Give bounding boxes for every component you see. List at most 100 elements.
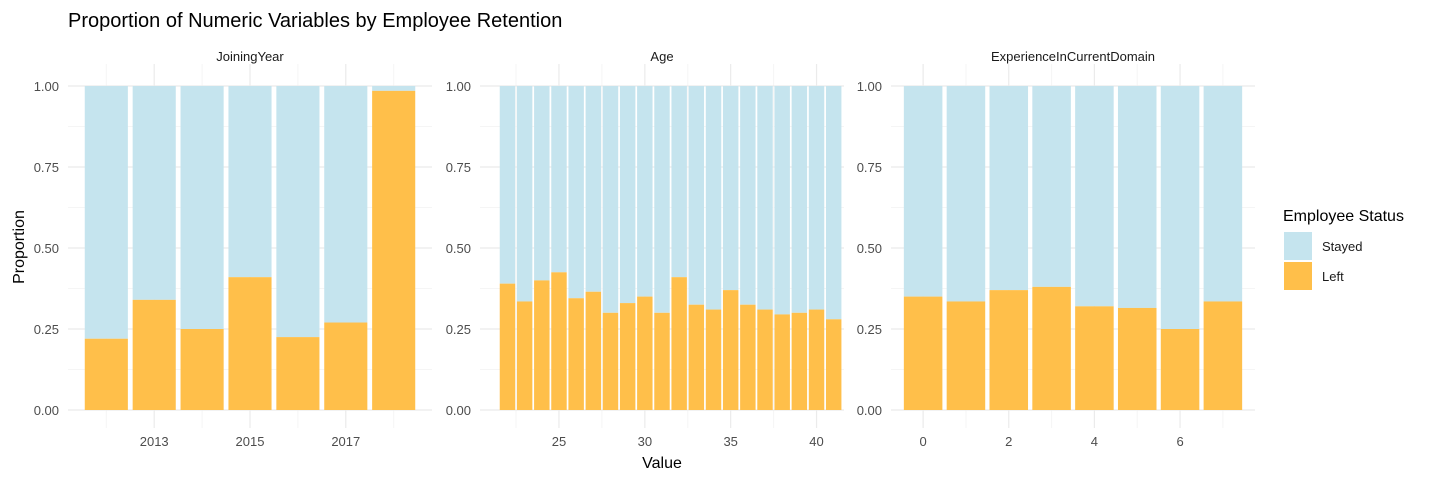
bar-stayed xyxy=(180,86,224,329)
x-tick-label: 4 xyxy=(1091,434,1098,449)
legend: Employee Status Stayed Left xyxy=(1283,208,1404,290)
bar-left xyxy=(654,312,670,410)
bar-stayed xyxy=(903,86,943,297)
facet-label: Age xyxy=(650,49,673,64)
y-tick-label: 0.25 xyxy=(34,322,59,337)
x-tick-label: 40 xyxy=(809,434,823,449)
x-tick-label: 6 xyxy=(1176,434,1183,449)
y-tick-label: 0.00 xyxy=(446,403,471,418)
legend-key-stayed xyxy=(1284,232,1312,260)
bar-stayed xyxy=(228,86,272,278)
bar-stayed xyxy=(324,86,368,323)
x-tick-label: 0 xyxy=(920,434,927,449)
x-tick-label: 2017 xyxy=(331,434,360,449)
bar-left xyxy=(132,299,176,410)
bar-left xyxy=(791,312,808,410)
legend-key-left xyxy=(1284,262,1312,290)
bar-left xyxy=(228,277,272,410)
bar-stayed xyxy=(791,86,808,313)
bar-left xyxy=(688,304,705,410)
bar-left xyxy=(276,337,320,410)
y-tick-label: 0.75 xyxy=(857,160,882,175)
x-axis-label: Value xyxy=(642,455,682,472)
bar-left xyxy=(499,283,516,410)
bar-stayed xyxy=(585,86,602,292)
bar-left xyxy=(568,298,584,410)
facet-panel-0: JoiningYear 0.00 0.25 0.50 0.75 1.00 2013 2015 2… xyxy=(34,49,432,449)
bar-stayed xyxy=(1117,86,1157,308)
bar-stayed xyxy=(671,86,687,278)
y-tick-label: 0.00 xyxy=(857,403,882,418)
bar-stayed xyxy=(688,86,705,305)
bar-stayed xyxy=(946,86,986,302)
bar-left xyxy=(84,338,128,410)
bar-left xyxy=(705,309,722,410)
x-tick-label: 2 xyxy=(1005,434,1012,449)
bar-left xyxy=(903,296,943,410)
bar-left xyxy=(989,290,1029,410)
bar-stayed xyxy=(132,86,176,300)
y-tick-label: 0.00 xyxy=(34,403,59,418)
bar-left xyxy=(534,280,550,410)
bar-left xyxy=(825,319,842,410)
bar-left xyxy=(619,303,636,410)
bar-left xyxy=(180,329,224,410)
y-tick-label: 0.25 xyxy=(857,322,882,337)
bar-left xyxy=(740,304,756,410)
bar-stayed xyxy=(516,86,533,302)
bar-stayed xyxy=(705,86,722,310)
bar-left xyxy=(324,322,368,410)
legend-title: Employee Status xyxy=(1283,208,1404,225)
y-tick-label: 1.00 xyxy=(446,79,471,94)
bar-stayed xyxy=(602,86,619,313)
x-tick-label: 2013 xyxy=(140,434,169,449)
bar-stayed xyxy=(808,86,825,310)
bar-left xyxy=(946,301,986,410)
bar-stayed xyxy=(825,86,842,320)
bar-left xyxy=(774,314,790,410)
facet-label: JoiningYear xyxy=(216,49,284,64)
bar-left xyxy=(585,291,602,410)
bar-stayed xyxy=(1075,86,1114,307)
bar-stayed xyxy=(372,86,416,91)
bar-left xyxy=(808,309,825,410)
bar-stayed xyxy=(499,86,516,284)
bar-stayed xyxy=(84,86,128,339)
facet-label: ExperienceInCurrentDomain xyxy=(991,49,1155,64)
bar-left xyxy=(1032,286,1071,410)
y-tick-label: 1.00 xyxy=(34,79,59,94)
bar-left xyxy=(372,90,416,411)
bar-left xyxy=(1075,306,1114,410)
bar-left xyxy=(1203,301,1243,410)
bar-left xyxy=(722,290,739,410)
y-axis-label: Proportion xyxy=(11,210,28,284)
legend-label-left: Left xyxy=(1322,269,1344,284)
y-tick-label: 0.25 xyxy=(446,322,471,337)
x-tick-label: 35 xyxy=(723,434,737,449)
chart-title: Proportion of Numeric Variables by Emplo… xyxy=(68,10,562,32)
bar-left xyxy=(516,301,533,410)
bar-stayed xyxy=(619,86,636,304)
bar-left xyxy=(1117,307,1157,410)
x-tick-label: 2015 xyxy=(236,434,265,449)
facet-panels: JoiningYear 0.00 0.25 0.50 0.75 1.00 2013 2015 2… xyxy=(34,49,1255,449)
bar-stayed xyxy=(568,86,584,299)
y-tick-label: 0.50 xyxy=(34,241,59,256)
y-tick-label: 1.00 xyxy=(857,79,882,94)
bar-stayed xyxy=(654,86,670,313)
bar-left xyxy=(551,272,567,410)
bar-left xyxy=(602,312,619,410)
y-tick-label: 0.50 xyxy=(857,241,882,256)
bar-stayed xyxy=(1032,86,1071,287)
bar-stayed xyxy=(1203,86,1243,302)
bar-left xyxy=(671,277,687,410)
y-tick-label: 0.50 xyxy=(446,241,471,256)
x-tick-label: 25 xyxy=(552,434,566,449)
bar-left xyxy=(1160,329,1200,410)
y-tick-label: 0.75 xyxy=(446,160,471,175)
y-tick-label: 0.75 xyxy=(34,160,59,175)
x-tick-label: 30 xyxy=(638,434,652,449)
facet-panel-1: Age 0.00 0.25 0.50 0.75 1.00 25 30 35 40 xyxy=(446,49,844,449)
